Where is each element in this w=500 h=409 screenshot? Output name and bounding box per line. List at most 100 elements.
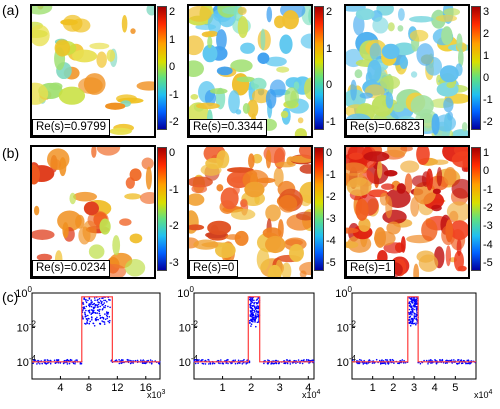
scatter-point xyxy=(227,359,229,361)
scatter-point xyxy=(253,309,256,312)
scatter-point xyxy=(242,359,244,362)
semilog-plot-2: 100 10-2 10-4 1 2 3 4 xyxy=(177,285,315,394)
scatter-point xyxy=(371,362,374,364)
field-blob xyxy=(399,56,409,70)
scatter-point xyxy=(453,359,455,361)
scatter-point xyxy=(410,297,413,299)
scatter-point xyxy=(246,359,248,362)
field-blob xyxy=(295,211,311,221)
scatter-point xyxy=(68,362,71,365)
scatter-point xyxy=(275,359,278,362)
scatter-point xyxy=(412,299,414,301)
field-blob xyxy=(383,170,398,177)
scatter-point xyxy=(251,310,253,313)
scatter-point xyxy=(289,363,292,365)
scatter-point xyxy=(297,359,300,361)
field-blob xyxy=(436,167,443,187)
field-blob xyxy=(47,148,70,171)
scatter-point xyxy=(430,359,432,361)
x-tick-label: 12 xyxy=(111,382,123,394)
field-blob xyxy=(189,193,205,206)
scatter-point xyxy=(249,310,252,312)
field-map-image xyxy=(32,6,154,136)
field-blob xyxy=(209,88,228,95)
scatter-point xyxy=(88,311,91,313)
field-map-a1: Re(s)=0.9799 xyxy=(30,4,156,138)
scatter-point xyxy=(106,315,109,318)
field-blob xyxy=(207,220,232,236)
field-blob xyxy=(124,259,146,277)
scatter-point xyxy=(107,311,110,314)
x-tick-label: 4 xyxy=(432,382,438,394)
scatter-point xyxy=(217,359,219,362)
scatter-point xyxy=(32,362,34,365)
field-blob xyxy=(244,181,265,198)
scatter-point xyxy=(86,321,88,323)
scatter-point xyxy=(217,362,220,364)
field-blob xyxy=(269,79,286,98)
x-tick-label: 8 xyxy=(86,382,92,394)
scatter-point xyxy=(109,306,111,309)
field-blob xyxy=(355,8,375,21)
scatter-point xyxy=(195,359,197,361)
scatter-point xyxy=(91,317,93,319)
scatter-point xyxy=(299,362,301,364)
field-blob xyxy=(116,94,138,103)
scatter-point xyxy=(250,312,252,315)
x-tick-label: 4 xyxy=(305,382,311,394)
field-blob xyxy=(202,44,218,63)
scatter-point xyxy=(95,319,97,322)
scatter-point xyxy=(278,362,280,365)
scatter-point xyxy=(446,362,449,364)
scatter-point xyxy=(243,358,245,361)
scatter-point xyxy=(267,359,269,361)
scatter-point xyxy=(255,306,258,308)
scatter-point xyxy=(414,302,417,304)
scatter-point xyxy=(88,317,90,320)
scatter-point xyxy=(94,312,97,314)
field-blob xyxy=(432,188,441,195)
x-tick-label: 16 xyxy=(140,382,152,394)
scatter-point xyxy=(69,358,72,361)
scatter-point xyxy=(118,359,120,361)
field-blob xyxy=(410,71,418,78)
x-tick-label: 3 xyxy=(277,382,283,394)
scatter-point xyxy=(257,319,260,321)
scatter-point xyxy=(108,299,110,301)
field-blob xyxy=(216,29,227,51)
scatter-point xyxy=(410,310,412,313)
scatter-point xyxy=(250,319,253,321)
scatter-point xyxy=(234,359,236,361)
scatter-point xyxy=(83,297,86,299)
scatter-point xyxy=(275,362,278,365)
scatter-point xyxy=(104,313,106,315)
y-tick-label: 10-2 xyxy=(17,319,37,334)
field-blob xyxy=(89,42,110,50)
field-blob xyxy=(190,94,199,100)
scatter-point xyxy=(140,359,142,361)
scatter-point xyxy=(219,362,221,365)
scatter-point xyxy=(88,309,91,312)
scatter-point xyxy=(85,298,87,301)
field-blob xyxy=(230,59,253,73)
field-blob xyxy=(346,162,367,176)
field-blob xyxy=(456,238,462,257)
field-blob xyxy=(446,82,455,89)
colorbar-tick-label: 1 xyxy=(483,147,490,159)
scatter-point xyxy=(254,311,256,313)
field-blob xyxy=(281,262,292,277)
field-blob xyxy=(32,82,49,105)
semilog-plot-svg: 100 10-2 10-4 4 8 12 16 xyxy=(15,285,161,394)
scatter-point xyxy=(249,319,251,322)
field-blob xyxy=(195,23,217,31)
scatter-point xyxy=(108,316,111,318)
scatter-point xyxy=(103,302,106,304)
field-blob xyxy=(284,87,300,108)
scatter-point xyxy=(85,318,88,320)
scatter-point xyxy=(398,362,400,365)
scatter-point xyxy=(253,302,255,305)
field-blob xyxy=(265,204,281,222)
scatter-point xyxy=(381,359,383,361)
field-blob xyxy=(262,227,282,239)
scatter-point xyxy=(263,362,265,365)
